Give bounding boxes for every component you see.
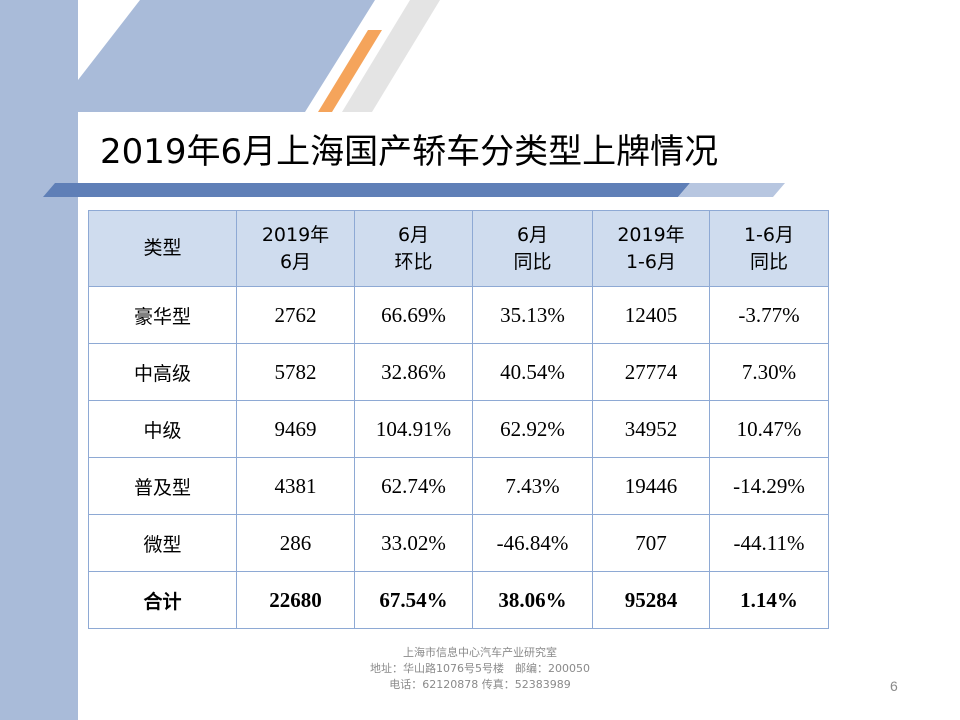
cell-mom: 66.69% <box>354 286 473 344</box>
cell-mom: 33.02% <box>354 514 473 572</box>
cell-ytd-yoy: 10.47% <box>709 400 829 458</box>
cell-yoy: -46.84% <box>472 514 593 572</box>
cell-yoy: 35.13% <box>472 286 593 344</box>
left-blue-band <box>0 0 78 720</box>
total-label: 合计 <box>88 571 237 629</box>
row-type: 豪华型 <box>88 286 237 344</box>
grey-stripe <box>342 0 440 112</box>
table-row: 中级 9469 104.91% 62.92% 34952 10.47% <box>88 400 829 458</box>
header-type: 类型 <box>88 210 237 287</box>
cell-jun: 9469 <box>236 400 355 458</box>
orange-stripe <box>318 30 382 112</box>
cell-jun: 4381 <box>236 457 355 515</box>
row-type: 中高级 <box>88 343 237 401</box>
table-row: 豪华型 2762 66.69% 35.13% 12405 -3.77% <box>88 286 829 344</box>
row-type: 中级 <box>88 400 237 458</box>
cell-jun: 286 <box>236 514 355 572</box>
total-yoy: 38.06% <box>472 571 593 629</box>
cell-mom: 62.74% <box>354 457 473 515</box>
total-ytd-yoy: 1.14% <box>709 571 829 629</box>
total-mom: 67.54% <box>354 571 473 629</box>
underline-light <box>678 183 785 197</box>
footer-contact: 上海市信息中心汽车产业研究室 地址：华山路1076号5号楼 邮编：200050 … <box>300 645 660 693</box>
cell-mom: 104.91% <box>354 400 473 458</box>
cell-ytd-yoy: -3.77% <box>709 286 829 344</box>
footer-phone: 电话：62120878 传真：52383989 <box>389 678 571 691</box>
cell-ytd-yoy: -14.29% <box>709 457 829 515</box>
page-title: 2019年6月上海国产轿车分类型上牌情况 <box>100 132 719 172</box>
title-underline-band <box>43 183 785 197</box>
header-jun-mom: 6月 环比 <box>354 210 473 287</box>
cell-ytd: 34952 <box>592 400 710 458</box>
cell-yoy: 7.43% <box>472 457 593 515</box>
cell-jun: 2762 <box>236 286 355 344</box>
total-row: 合计 22680 67.54% 38.06% 95284 1.14% <box>88 571 829 629</box>
header-jun-yoy: 6月 同比 <box>472 210 593 287</box>
blue-diagonal-panel <box>78 0 375 112</box>
total-jun: 22680 <box>236 571 355 629</box>
header-row: 类型 2019年 6月 6月 环比 6月 同比 2019年 1-6月 1-6月 同比 <box>88 210 829 287</box>
total-ytd: 95284 <box>592 571 710 629</box>
row-type: 普及型 <box>88 457 237 515</box>
cell-mom: 32.86% <box>354 343 473 401</box>
header-ytd-yoy: 1-6月 同比 <box>709 210 829 287</box>
underline-dark <box>43 183 690 197</box>
footer-address: 地址：华山路1076号5号楼 邮编：200050 <box>370 662 590 675</box>
cell-ytd: 27774 <box>592 343 710 401</box>
page-number: 6 <box>890 678 898 694</box>
cell-ytd: 12405 <box>592 286 710 344</box>
table-row: 普及型 4381 62.74% 7.43% 19446 -14.29% <box>88 457 829 515</box>
diagonal-stripes-decoration <box>78 0 440 112</box>
row-type: 微型 <box>88 514 237 572</box>
title-card <box>78 112 778 182</box>
cell-ytd-yoy: -44.11% <box>709 514 829 572</box>
header-jun-2019: 2019年 6月 <box>236 210 355 287</box>
footer-org: 上海市信息中心汽车产业研究室 <box>403 646 557 659</box>
registration-table: 类型 2019年 6月 6月 环比 6月 同比 2019年 1-6月 1-6月 同比 豪华… <box>88 210 829 629</box>
cell-ytd: 19446 <box>592 457 710 515</box>
cell-ytd: 707 <box>592 514 710 572</box>
cell-yoy: 40.54% <box>472 343 593 401</box>
cell-ytd-yoy: 7.30% <box>709 343 829 401</box>
cell-jun: 5782 <box>236 343 355 401</box>
table-row: 微型 286 33.02% -46.84% 707 -44.11% <box>88 514 829 572</box>
header-ytd-2019: 2019年 1-6月 <box>592 210 710 287</box>
cell-yoy: 62.92% <box>472 400 593 458</box>
table-row: 中高级 5782 32.86% 40.54% 27774 7.30% <box>88 343 829 401</box>
